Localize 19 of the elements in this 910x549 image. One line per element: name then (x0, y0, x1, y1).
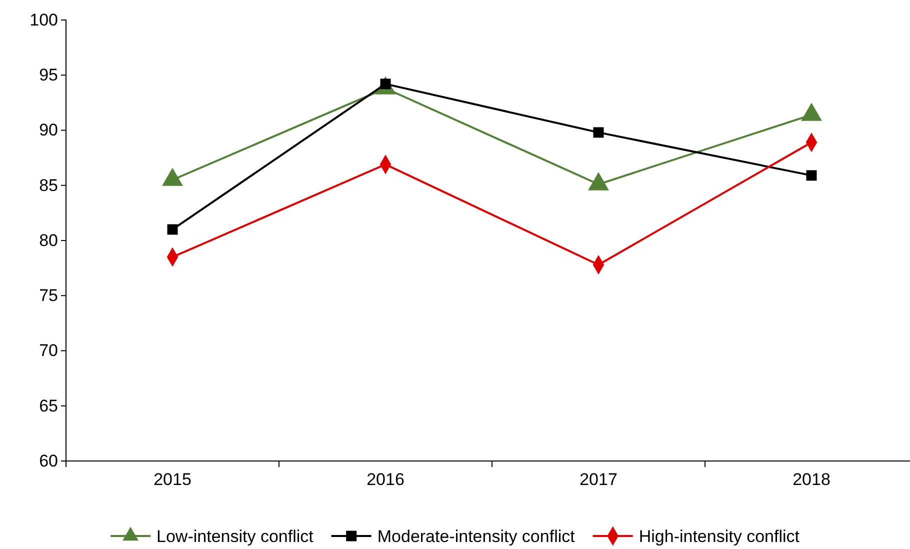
y-tick-label: 100 (30, 10, 58, 30)
y-tick-label: 65 (39, 396, 58, 416)
x-tick-label: 2018 (792, 470, 830, 490)
y-tick-label: 80 (39, 230, 58, 250)
legend-label: Moderate-intensity conflict (377, 526, 576, 546)
y-tick-label: 90 (39, 120, 58, 140)
y-tick-label: 75 (39, 286, 58, 306)
legend-label: Low-intensity conflict (156, 526, 314, 546)
point (806, 170, 817, 181)
legend-label: High-intensity conflict (638, 526, 800, 546)
y-tick-label: 70 (39, 341, 58, 360)
point (167, 224, 178, 235)
y-tick-label: 60 (39, 451, 58, 470)
y-tick-label: 95 (39, 66, 58, 85)
point (593, 127, 604, 138)
y-tick-label: 85 (39, 176, 58, 195)
x-tick-label: 2016 (366, 470, 404, 490)
x-tick-label: 2017 (580, 470, 618, 490)
x-tick-label: 2015 (154, 470, 192, 490)
